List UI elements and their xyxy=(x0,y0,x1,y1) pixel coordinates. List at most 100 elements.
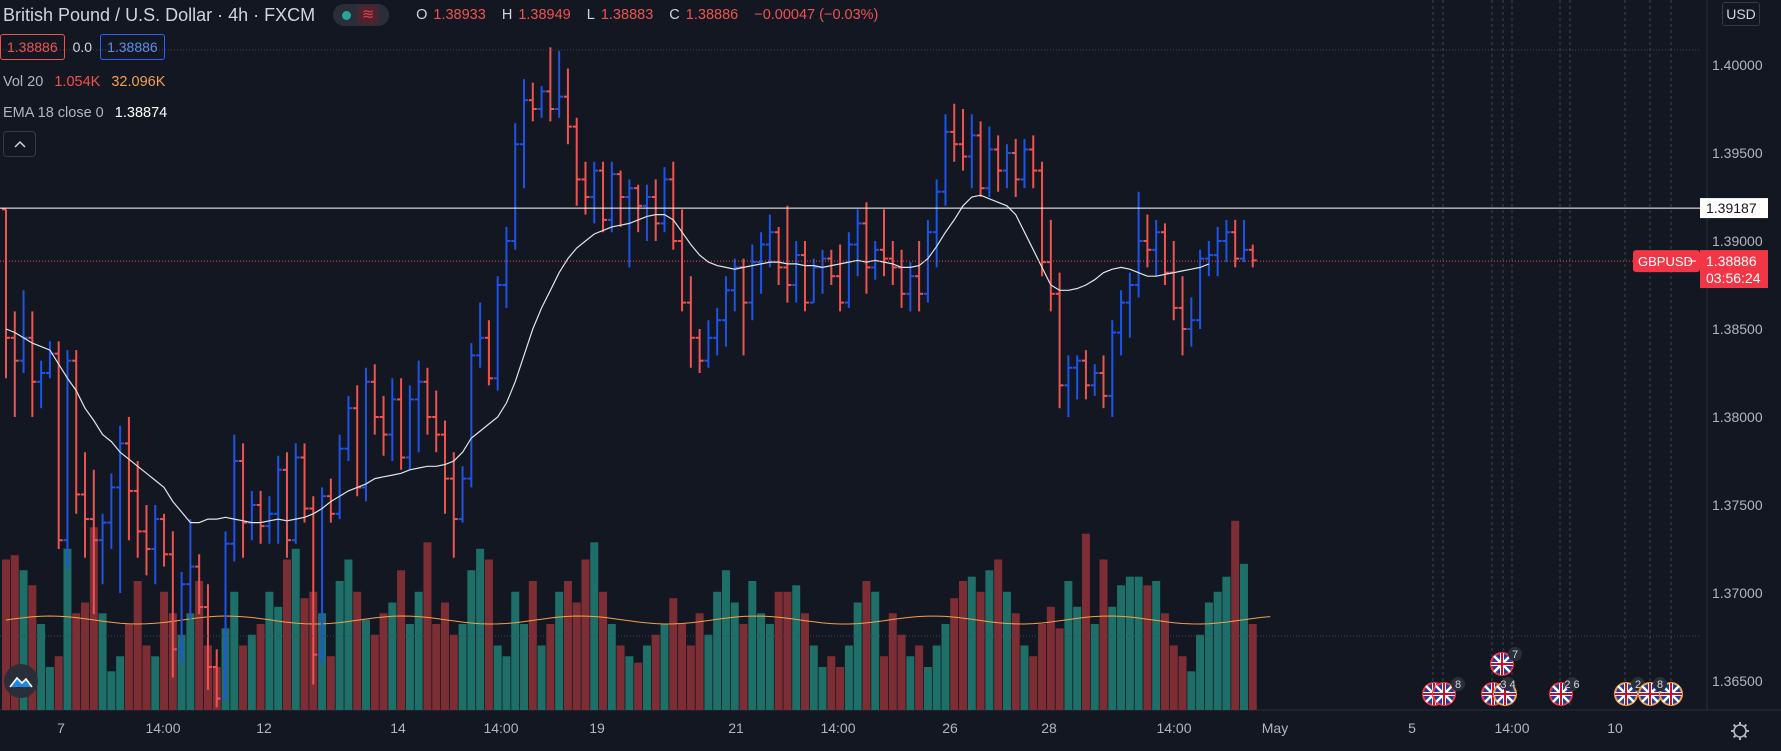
horizontal-line-badge-bg xyxy=(1700,198,1768,219)
volume-bar xyxy=(353,591,362,710)
ohlc-bar xyxy=(1222,219,1231,263)
ohlc-bar xyxy=(265,496,274,544)
ohlc-bar xyxy=(318,487,327,664)
market-status-pill[interactable]: ≋ xyxy=(333,4,390,26)
ohlc-bar xyxy=(994,135,1003,192)
ohlc-bar xyxy=(1231,219,1240,268)
ohlc-bar xyxy=(1011,138,1020,197)
price-axis: 1.40000 1.39500 1.39000 1.38500 1.38000 1.375… xyxy=(1712,57,1763,689)
volume-bar xyxy=(432,624,441,710)
volume-bar xyxy=(335,581,344,710)
ohlc-bar xyxy=(941,114,950,206)
ohlc-bar xyxy=(563,68,572,145)
ohlc-bar xyxy=(555,50,564,118)
volume-bar xyxy=(511,591,520,710)
symbol-title[interactable]: British Pound / U.S. Dollar · 4h · FXCM xyxy=(3,4,316,25)
ohlc-bar xyxy=(432,390,441,453)
ohlc-bar xyxy=(1099,355,1108,409)
ohlc-bar xyxy=(713,307,722,356)
volume-bar xyxy=(976,591,985,710)
volume-bar xyxy=(2,559,10,710)
price-tick-label: 1.36500 xyxy=(1712,673,1763,689)
buy-button[interactable]: 1.38886 xyxy=(100,34,165,60)
volume-bar xyxy=(379,613,388,710)
bar-countdown-label: 03:56:24 xyxy=(1706,270,1761,286)
ohlc-bar xyxy=(72,350,81,514)
volume-bar xyxy=(124,624,133,710)
volume-bar xyxy=(89,527,98,710)
time-tick-label: 12 xyxy=(256,720,272,736)
volume-bar xyxy=(634,662,643,710)
volume-bar xyxy=(502,656,511,710)
ema-legend[interactable]: EMA 18 close 0 1.38874 xyxy=(3,105,167,121)
volume-bar xyxy=(906,656,915,710)
ohlc-bar xyxy=(1081,350,1090,400)
volume-bar xyxy=(441,602,449,710)
volume-bar xyxy=(1187,671,1196,710)
ohlc-bar xyxy=(915,241,924,312)
tradingview-logo-icon[interactable] xyxy=(4,664,38,698)
sell-button[interactable]: 1.38886 xyxy=(0,34,65,60)
ohlc-bar xyxy=(967,114,976,189)
volume-bar xyxy=(1222,576,1231,710)
price-badge-bg xyxy=(1700,250,1768,289)
volume-bar xyxy=(19,570,28,710)
time-tick-label: 5 xyxy=(1408,720,1416,736)
volume-bar xyxy=(880,656,888,710)
gear-tooth xyxy=(1743,723,1748,728)
volume-legend[interactable]: Vol 20 1.054K 32.096K xyxy=(3,74,165,90)
ohlc-bar xyxy=(932,179,941,268)
volume-bar xyxy=(37,624,46,710)
volume-bar xyxy=(10,555,19,710)
volume-bar xyxy=(484,559,493,710)
ohlc-bar xyxy=(1169,241,1178,321)
volume-bar xyxy=(414,591,423,710)
ohlc-bar xyxy=(1055,272,1064,409)
event-count: 3 4 xyxy=(1500,679,1515,691)
volume-bar xyxy=(1029,656,1038,710)
currency-button[interactable]: USD xyxy=(1722,2,1760,26)
time-tick-label: 14:00 xyxy=(145,720,180,736)
time-axis: 7 14:00 12 14 14:00 19 21 14:00 26 28 14:00 May 5 14:… xyxy=(57,720,1749,740)
ohlc-bar xyxy=(739,258,748,356)
ohlc-bar xyxy=(344,395,353,461)
volume-bar xyxy=(1108,606,1117,710)
volume-bar xyxy=(897,634,906,710)
ohlc-high: 1.38949 xyxy=(518,7,571,23)
price-bars xyxy=(2,47,1257,708)
ohlc-bar xyxy=(282,452,291,558)
collapse-legend-button[interactable] xyxy=(3,131,36,157)
ohlc-bar xyxy=(54,341,63,549)
ohlc-bar xyxy=(651,179,660,241)
ohlc-bar xyxy=(1248,244,1257,268)
volume-bar xyxy=(1038,624,1047,710)
ohlc-bar xyxy=(1020,138,1029,189)
volume-bar xyxy=(757,613,766,710)
ohlc-bar xyxy=(1125,272,1134,338)
ohlc-low: 1.38883 xyxy=(600,7,654,23)
ohlc-bar xyxy=(783,205,792,303)
volume-bar xyxy=(1196,634,1205,710)
volume-bar xyxy=(616,645,625,710)
volume-bar xyxy=(186,613,195,710)
event-count: 8 xyxy=(1657,679,1663,691)
volume-bar xyxy=(274,606,283,710)
ohlc-bar xyxy=(537,86,546,118)
volume-bar xyxy=(528,581,537,710)
volume-bar xyxy=(704,634,713,710)
event-count-badge: 7 xyxy=(1508,647,1522,661)
ohlc-bar xyxy=(1204,241,1213,277)
price-tick-label: 1.38500 xyxy=(1712,321,1763,337)
symbol-badge-label: GBPUSD xyxy=(1638,254,1693,269)
ohlc-bar xyxy=(10,311,19,417)
time-tick-label: 14 xyxy=(390,720,406,736)
volume-bar xyxy=(256,624,265,710)
volume-bar xyxy=(660,624,669,710)
volume-bar xyxy=(1011,613,1020,710)
volume-bar xyxy=(370,634,379,710)
ohlc-bar xyxy=(168,531,177,678)
ohlc-bar xyxy=(414,360,423,453)
price-tick-label: 1.37500 xyxy=(1712,497,1763,513)
event-count-badge: 2 6 xyxy=(1564,677,1580,691)
